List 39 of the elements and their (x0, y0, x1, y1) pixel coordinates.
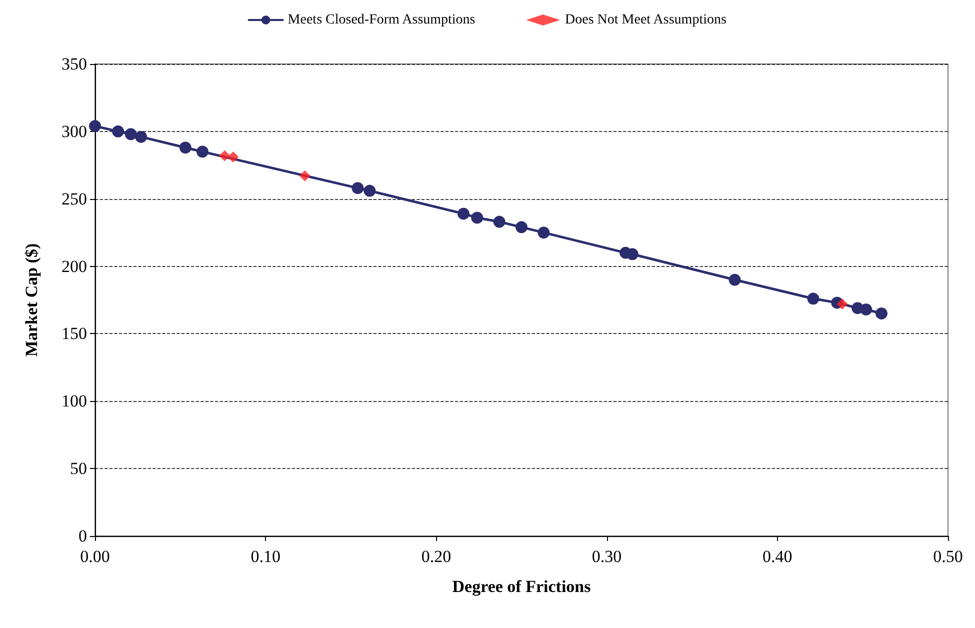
legend-label: Does Not Meet Assumptions (565, 12, 726, 28)
point (89, 120, 101, 132)
point (836, 298, 848, 310)
x-tick-label: 0.20 (421, 547, 452, 566)
x-tick-label: 0.30 (592, 547, 622, 566)
x-tick-label: 0.00 (80, 547, 110, 566)
point (807, 292, 820, 305)
point (299, 170, 310, 182)
y-tick-label: 100 (62, 392, 87, 411)
x-tick-label: 0.50 (933, 547, 963, 566)
point (135, 130, 148, 143)
point (493, 216, 506, 228)
point (860, 303, 872, 316)
point (875, 307, 888, 320)
point (219, 150, 230, 162)
point (728, 274, 741, 286)
y-tick-label: 350 (62, 54, 87, 74)
x-tick-label: 0.40 (762, 547, 792, 566)
x-axis-title: Degree of Frictions (452, 577, 592, 596)
point (179, 142, 192, 154)
y-tick-label: 0 (78, 526, 87, 546)
point (228, 152, 239, 163)
legend-label: Meets Closed-Form Assumptions (288, 12, 476, 28)
y-tick-label: 300 (62, 122, 87, 141)
y-tick-label: 150 (62, 324, 87, 344)
y-tick-label: 250 (62, 189, 87, 208)
point (196, 146, 208, 158)
y-tick-label: 50 (70, 459, 87, 478)
point (112, 125, 124, 138)
point (516, 221, 528, 234)
point (124, 128, 137, 140)
y-axis-title: Market Cap ($) (22, 243, 41, 357)
x-tick-label: 0.10 (250, 547, 280, 566)
point (352, 182, 364, 194)
point (471, 212, 484, 224)
point (364, 184, 376, 197)
point (458, 208, 470, 220)
y-tick-label: 200 (62, 256, 87, 276)
point (538, 226, 550, 239)
